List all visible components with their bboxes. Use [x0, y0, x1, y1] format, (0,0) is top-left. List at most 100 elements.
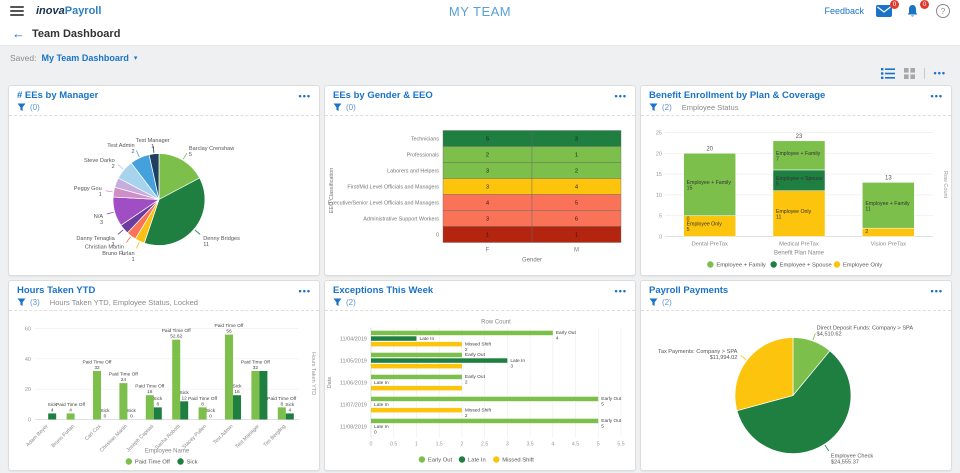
legend-item: Early Out — [428, 458, 453, 464]
panel-more-menu[interactable]: ••• — [614, 90, 627, 101]
bar-label: Sick — [153, 396, 163, 402]
bar-segment — [683, 153, 736, 216]
panel-title: Hours Taken YTD — [17, 285, 96, 296]
bar-value: 0 — [130, 414, 133, 420]
h-bar — [371, 336, 417, 341]
back-arrow-icon[interactable]: ← — [12, 26, 25, 41]
date-label: 11/08/2019 — [340, 425, 367, 431]
pie-value: 5 — [189, 152, 192, 158]
bar — [233, 395, 241, 420]
bar-total: 20 — [706, 146, 713, 152]
bell-icon[interactable]: 0 — [906, 0, 929, 18]
bar-value: 4 — [69, 407, 72, 413]
dashboard-more-menu[interactable]: ••• — [933, 68, 946, 78]
y-axis-label: Row Count — [942, 171, 948, 199]
bar-value: 4 — [556, 336, 559, 342]
filter-icon[interactable] — [333, 298, 342, 307]
x-tick: 3 — [506, 442, 509, 448]
bar-value: 0 — [209, 414, 212, 420]
cell-value: 3 — [486, 185, 489, 191]
filter-icon[interactable] — [17, 298, 26, 307]
label-leader-line — [135, 150, 140, 158]
bar-label: Early Out — [601, 418, 622, 424]
legend-item: Sick — [187, 460, 198, 466]
horizontal-bar-exceptions: Row Count 0 0.5 1 1.5 2 2.5 3 3.5 4 4.5 5 5.5 11/04/2… — [327, 320, 625, 464]
x-tick: M — [574, 248, 579, 254]
x-tick: 0.5 — [390, 442, 397, 448]
legend-item: Employee Only — [843, 263, 882, 269]
y-tick: 10 — [656, 193, 662, 199]
grid-view-icon[interactable] — [903, 67, 915, 79]
pie-label: Danny Tenaglia — [76, 236, 115, 242]
bar-value: 24 — [121, 377, 127, 383]
bar-value: 8 — [156, 401, 159, 407]
filter-count: (0) — [346, 103, 356, 112]
bar-segment — [862, 182, 915, 229]
x-tick: Tim Bergling — [263, 424, 288, 449]
filter-count: (3) — [30, 298, 40, 307]
panel-more-menu[interactable]: ••• — [614, 285, 627, 296]
y-tick: 60 — [25, 327, 31, 333]
panel-more-menu[interactable]: ••• — [930, 285, 943, 296]
row-label: Executive/Senior Level Officials and Man… — [328, 201, 440, 207]
cell-value: 5 — [486, 137, 489, 143]
filter-icon[interactable] — [333, 103, 342, 112]
cell-value: 3 — [486, 169, 489, 175]
label-leader-line — [812, 333, 816, 341]
chevron-down-icon[interactable]: ▾ — [133, 55, 138, 62]
x-tick: Stacey Pullen — [181, 424, 208, 451]
bar-label: Early Out — [465, 374, 486, 380]
feedback-link[interactable]: Feedback — [824, 6, 864, 16]
help-icon[interactable]: ? — [936, 4, 950, 18]
y-tick: 40 — [25, 357, 31, 363]
bar-value: 8 — [280, 401, 283, 407]
filter-count: (2) — [346, 298, 356, 307]
legend-item: Missed Shift — [502, 458, 534, 464]
h-bar — [371, 330, 553, 336]
h-bar — [371, 341, 462, 347]
hamburger-menu-icon[interactable] — [10, 6, 24, 16]
bar-label: Missed Shift — [465, 407, 492, 413]
x-tick: Dental PreTax — [691, 242, 728, 248]
bar-value: 12 — [182, 395, 188, 401]
panel-more-menu[interactable]: ••• — [298, 285, 311, 296]
bell-badge: 0 — [920, 0, 929, 9]
pie-label: Test Manager — [136, 138, 170, 144]
bar — [259, 370, 268, 420]
pie-label: Barclay Crenshaw — [189, 146, 235, 152]
pie-value: $24,555.37 — [831, 459, 859, 465]
pie-label: Denny Bridges — [203, 236, 240, 242]
x-tick: Adam Beyer — [25, 423, 50, 448]
filter-icon[interactable] — [649, 103, 658, 112]
pie-label: Christian Martin — [85, 245, 124, 251]
bar — [180, 401, 189, 420]
dashboard-title: Team Dashboard — [32, 27, 121, 40]
cell-value: 1 — [486, 233, 489, 239]
panel-title: EEs by Gender & EEO — [333, 90, 433, 101]
heatmap-gender-eeo: 5 3 Technicians 2 1 Professionals 3 2 Laborers a… — [328, 130, 622, 264]
pie-value: 1 — [99, 192, 102, 198]
y-tick: 15 — [656, 172, 662, 178]
y-tick: 20 — [656, 151, 662, 157]
toolbar-divider — [923, 67, 925, 79]
segment-label: Employee Only — [687, 222, 723, 228]
segment-label: Employee + Spouse — [776, 176, 823, 182]
y-axis-label: Date — [327, 377, 333, 389]
panel-more-menu[interactable]: ••• — [930, 90, 943, 101]
cell-value: 5 — [575, 201, 578, 207]
mail-icon[interactable]: 0 — [876, 0, 899, 18]
h-bar — [371, 418, 599, 424]
filter-icon[interactable] — [649, 298, 658, 307]
filter-icon[interactable] — [17, 103, 26, 112]
filter-text: Hours Taken YTD, Employee Status, Locked — [49, 298, 198, 307]
panel-more-menu[interactable]: ••• — [298, 90, 311, 101]
date-label: 11/04/2019 — [340, 337, 367, 343]
bar-value: 16 — [147, 389, 153, 395]
pie-value: 2 — [112, 164, 115, 170]
saved-dashboard-select[interactable]: My Team Dashboard — [41, 53, 129, 63]
x-tick: 0 — [370, 442, 373, 448]
list-view-icon[interactable] — [880, 67, 895, 79]
bar-label: Paid Time Off — [188, 396, 218, 402]
pie-label: Steve Darko — [84, 158, 115, 164]
